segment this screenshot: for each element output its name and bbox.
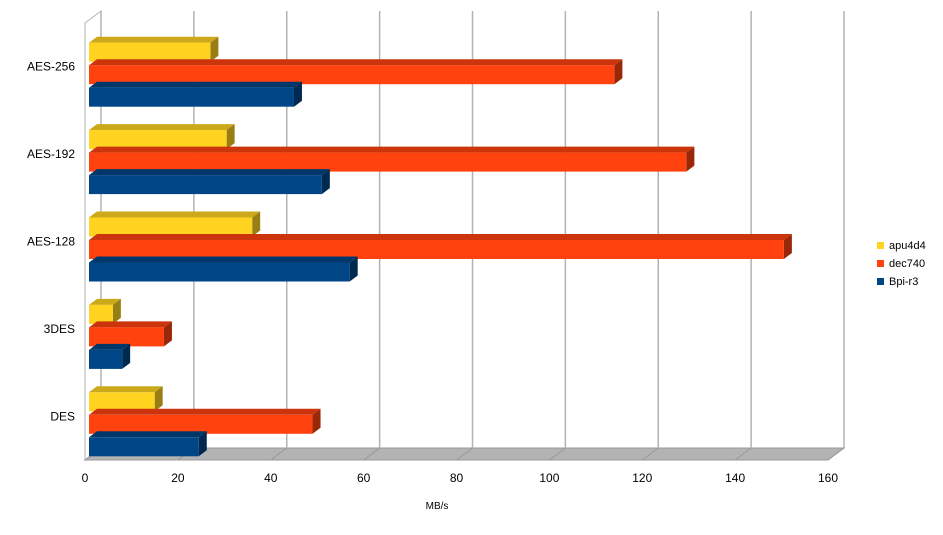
bar-front-face [89,87,294,107]
x-tick-label: 80 [450,471,464,485]
bar-top-face [89,343,131,350]
bar-front-face [89,42,211,62]
bar [89,81,302,107]
bar-top-face [89,169,330,176]
legend-swatch [877,260,884,267]
bar-top-face [89,408,321,415]
y-category-label: 3DES [44,322,75,336]
x-tick-label: 20 [171,471,185,485]
bar [89,408,321,434]
bar-front-face [89,327,164,347]
bar [89,36,219,62]
gridline-floor [734,447,752,461]
bar-front-face [89,349,123,369]
bar-side-face [163,321,172,347]
bar-front-face [89,262,350,282]
bar-side-face [349,256,358,282]
bar-front-face [89,437,199,457]
x-tick-label: 160 [818,471,838,485]
bar [89,211,261,237]
bar-side-face [783,234,792,259]
bar-top-face [89,59,623,66]
bar [89,256,358,282]
bar-side-face [686,146,695,172]
bar-side-face [122,343,131,369]
bar-side-face [252,211,261,237]
bar [89,343,131,369]
bar [89,321,172,347]
bar-side-face [226,124,235,150]
y-category-label: AES-256 [27,60,75,74]
bar-front-face [89,175,322,195]
bar-front-face [89,65,615,85]
gridline-floor [641,447,659,461]
bar-side-face [112,298,121,324]
x-tick-label: 0 [82,471,89,485]
bar-top-face [89,124,235,131]
bar-side-face [293,81,302,107]
bar-top-face [89,36,219,43]
bar-top-face [89,81,302,88]
bar-side-face [321,169,330,195]
x-tick-label: 120 [632,471,652,485]
bar [89,431,207,457]
bar [89,386,163,412]
bar-top-face [89,256,358,263]
bar-front-face [89,217,253,237]
bar [89,146,695,172]
bar-front-face [89,414,313,434]
bar-top-face [89,211,261,218]
bar-side-face [312,408,321,434]
x-tick-label: 100 [539,471,559,485]
x-tick-label: 40 [264,471,278,485]
y-category-label: DES [50,409,75,423]
bar [89,59,623,85]
bar [89,169,330,195]
legend-label: apu4d4 [889,240,926,252]
gridline-floor [363,447,380,461]
x-tick-label: 60 [357,471,371,485]
bar-top-face [89,146,695,153]
gridline-floor [456,447,473,461]
gridline-floor [827,447,845,461]
bar-side-face [198,431,207,457]
y-category-label: AES-128 [27,235,75,249]
legend-swatch [877,278,884,285]
x-axis-title: MB/s [426,501,449,512]
bar-top-face [89,431,207,438]
bar [89,234,792,259]
legend-swatch [877,242,884,249]
bar-front-face [89,130,227,150]
bar-top-face [89,321,172,328]
x-tick-label: 140 [725,471,745,485]
bar-front-face [89,392,155,412]
bar-front-face [89,152,687,172]
gridline-floor [270,447,288,461]
legend-label: Bpi-r3 [889,276,918,288]
bar-top-face [89,298,121,305]
bar-side-face [210,36,219,62]
bar-side-face [154,386,163,412]
legend-label: dec740 [889,258,925,270]
bar [89,298,121,324]
bar-front-face [89,304,113,324]
bar-side-face [614,59,623,85]
bar-top-face [89,386,163,393]
bar [89,124,235,150]
bar-top-face [89,234,792,240]
y-category-label: AES-192 [27,147,75,161]
gridline-floor [549,447,566,461]
bar-front-face [89,240,784,259]
